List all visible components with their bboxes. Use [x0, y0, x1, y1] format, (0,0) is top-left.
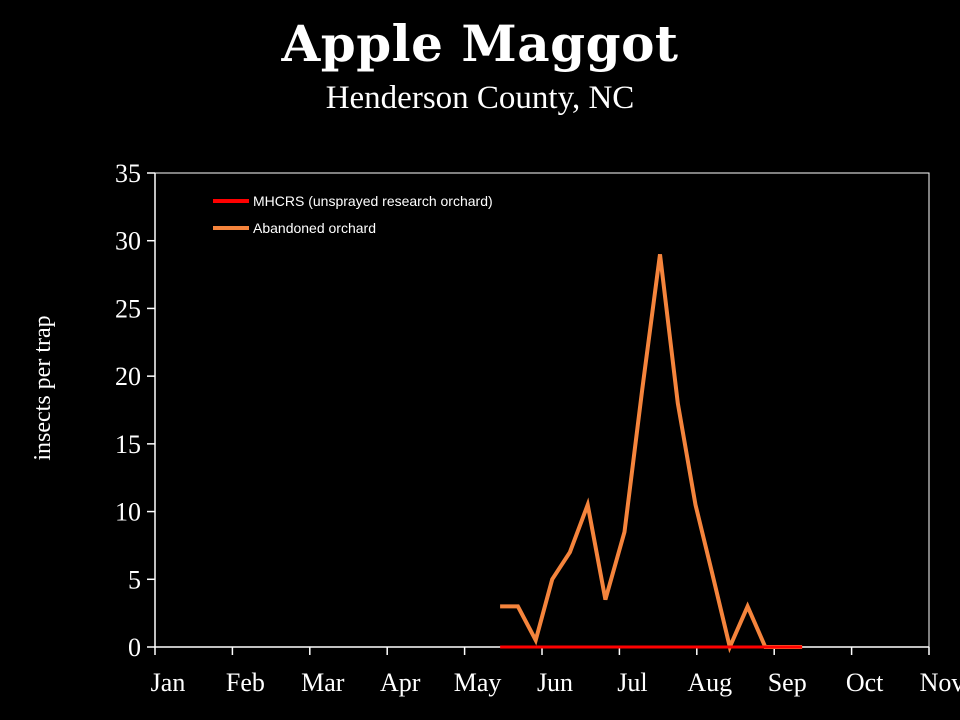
x-tick-label: Sep	[768, 668, 807, 697]
x-tick-label: Aug	[687, 668, 732, 697]
series-layer	[500, 254, 803, 654]
y-tick-label: 20	[115, 362, 141, 391]
legend-label-0: MHCRS (unsprayed research orchard)	[253, 193, 493, 209]
chart-subtitle: Henderson County, NC	[325, 80, 635, 116]
plot-area-frame	[154, 172, 930, 648]
x-tick-label: Jun	[537, 668, 573, 697]
y-ticks: 0 5 10 15 20 25 30 35	[115, 159, 155, 662]
y-tick-label: 30	[115, 227, 141, 256]
y-tick-label: 5	[128, 565, 141, 594]
y-tick-label: 35	[115, 159, 141, 188]
y-tick-label: 25	[115, 294, 141, 323]
legend: MHCRS (unsprayed research orchard) Abando…	[213, 193, 493, 236]
chart-title: Apple Maggot	[281, 14, 679, 73]
series-line-1	[500, 254, 803, 654]
x-tick-label: Oct	[846, 668, 884, 697]
x-tick-label: Nov	[920, 668, 960, 697]
x-tick-label: Feb	[226, 668, 265, 697]
x-tick-label: May	[454, 668, 502, 697]
x-tick-label: Jul	[617, 668, 647, 697]
x-ticks: Jan Feb Mar Apr May Jun Jul Aug Sep Oct Nov	[151, 647, 960, 697]
legend-label-1: Abandoned orchard	[253, 220, 376, 236]
y-tick-label: 10	[115, 498, 141, 527]
y-tick-label: 0	[128, 633, 141, 662]
x-tick-label: Mar	[301, 668, 345, 697]
x-tick-label: Apr	[380, 668, 421, 697]
x-tick-label: Jan	[151, 668, 186, 697]
y-tick-label: 15	[115, 430, 141, 459]
y-axis-label: insects per trap	[30, 315, 56, 460]
